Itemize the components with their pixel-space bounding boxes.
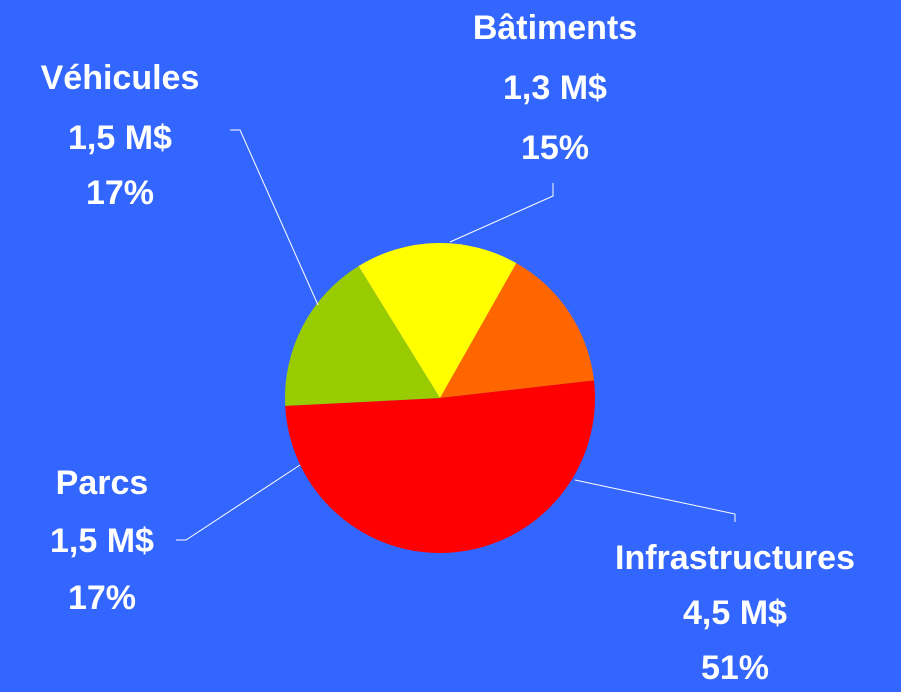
leader-line (176, 464, 301, 541)
leader-line (449, 183, 554, 243)
pie-slice (285, 266, 440, 406)
pie-slice (358, 243, 517, 398)
pie-slice (440, 263, 595, 398)
slice-name: Infrastructures (615, 539, 855, 577)
slice-name: Bâtiments (473, 9, 637, 47)
slice-percent: 51% (701, 649, 769, 687)
leader-line (574, 479, 736, 522)
leader-line (230, 129, 319, 306)
slice-amount: 1,5 M$ (50, 522, 154, 560)
slice-amount: 1,3 M$ (503, 69, 607, 107)
slice-amount: 4,5 M$ (683, 594, 787, 632)
slice-amount: 1,5 M$ (68, 119, 172, 157)
slice-percent: 15% (521, 129, 589, 167)
slice-name: Parcs (56, 464, 149, 502)
slice-name: Véhicules (41, 59, 200, 97)
pie-slice (285, 380, 595, 553)
slice-percent: 17% (86, 174, 154, 212)
slice-percent: 17% (68, 579, 136, 617)
